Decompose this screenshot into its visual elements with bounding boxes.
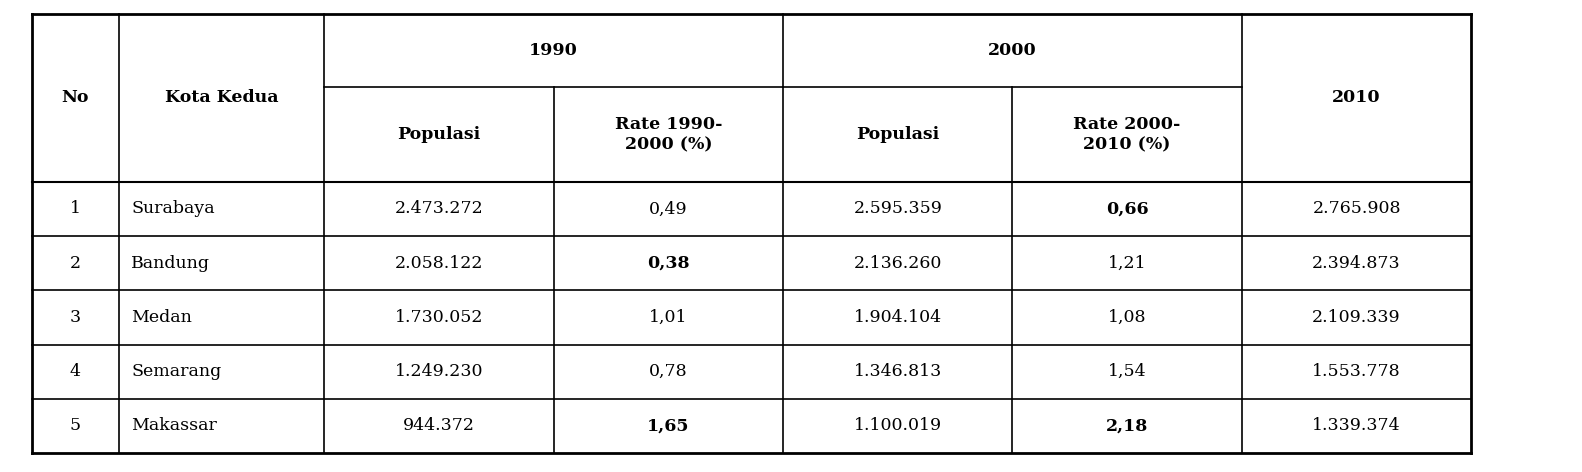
Text: Rate 2000-
2010 (%): Rate 2000- 2010 (%): [1074, 116, 1180, 153]
Text: Surabaya: Surabaya: [131, 200, 215, 218]
Text: Semarang: Semarang: [131, 363, 221, 380]
Text: 1.904.104: 1.904.104: [854, 309, 941, 326]
Text: 1.730.052: 1.730.052: [396, 309, 483, 326]
Text: 1,54: 1,54: [1107, 363, 1147, 380]
Text: 2.595.359: 2.595.359: [853, 200, 943, 218]
Text: 2010: 2010: [1332, 89, 1381, 107]
Text: 2.394.873: 2.394.873: [1311, 254, 1402, 272]
Text: 944.372: 944.372: [403, 417, 475, 435]
Text: Populasi: Populasi: [856, 126, 940, 143]
Text: 2.473.272: 2.473.272: [394, 200, 484, 218]
Text: 1.553.778: 1.553.778: [1311, 363, 1402, 380]
Text: 2,18: 2,18: [1106, 417, 1149, 435]
Text: 2.058.122: 2.058.122: [396, 254, 483, 272]
Text: Bandung: Bandung: [131, 254, 210, 272]
Text: Rate 1990-
2000 (%): Rate 1990- 2000 (%): [615, 116, 721, 153]
Text: 1990: 1990: [530, 42, 577, 59]
Text: Populasi: Populasi: [397, 126, 481, 143]
Text: 2000: 2000: [989, 42, 1036, 59]
Text: Kota Kedua: Kota Kedua: [165, 89, 278, 107]
Text: 0,38: 0,38: [647, 254, 690, 272]
Text: 2.109.339: 2.109.339: [1311, 309, 1402, 326]
Text: 1.100.019: 1.100.019: [854, 417, 941, 435]
Text: Makassar: Makassar: [131, 417, 217, 435]
Text: 2: 2: [70, 254, 81, 272]
Text: 5: 5: [70, 417, 81, 435]
Text: 1,08: 1,08: [1107, 309, 1147, 326]
Text: 3: 3: [70, 309, 81, 326]
Text: Medan: Medan: [131, 309, 191, 326]
Text: 2.765.908: 2.765.908: [1313, 200, 1400, 218]
Text: 1,65: 1,65: [647, 417, 690, 435]
Text: 4: 4: [70, 363, 81, 380]
Text: 0,78: 0,78: [649, 363, 688, 380]
Text: No: No: [62, 89, 89, 107]
Text: 1.249.230: 1.249.230: [396, 363, 483, 380]
Text: 1,21: 1,21: [1107, 254, 1147, 272]
Text: 0,66: 0,66: [1106, 200, 1149, 218]
Text: 2.136.260: 2.136.260: [854, 254, 941, 272]
Text: 0,49: 0,49: [649, 200, 688, 218]
Text: 1: 1: [70, 200, 81, 218]
Text: 1.339.374: 1.339.374: [1311, 417, 1402, 435]
Text: 1,01: 1,01: [649, 309, 688, 326]
Text: 1.346.813: 1.346.813: [854, 363, 941, 380]
